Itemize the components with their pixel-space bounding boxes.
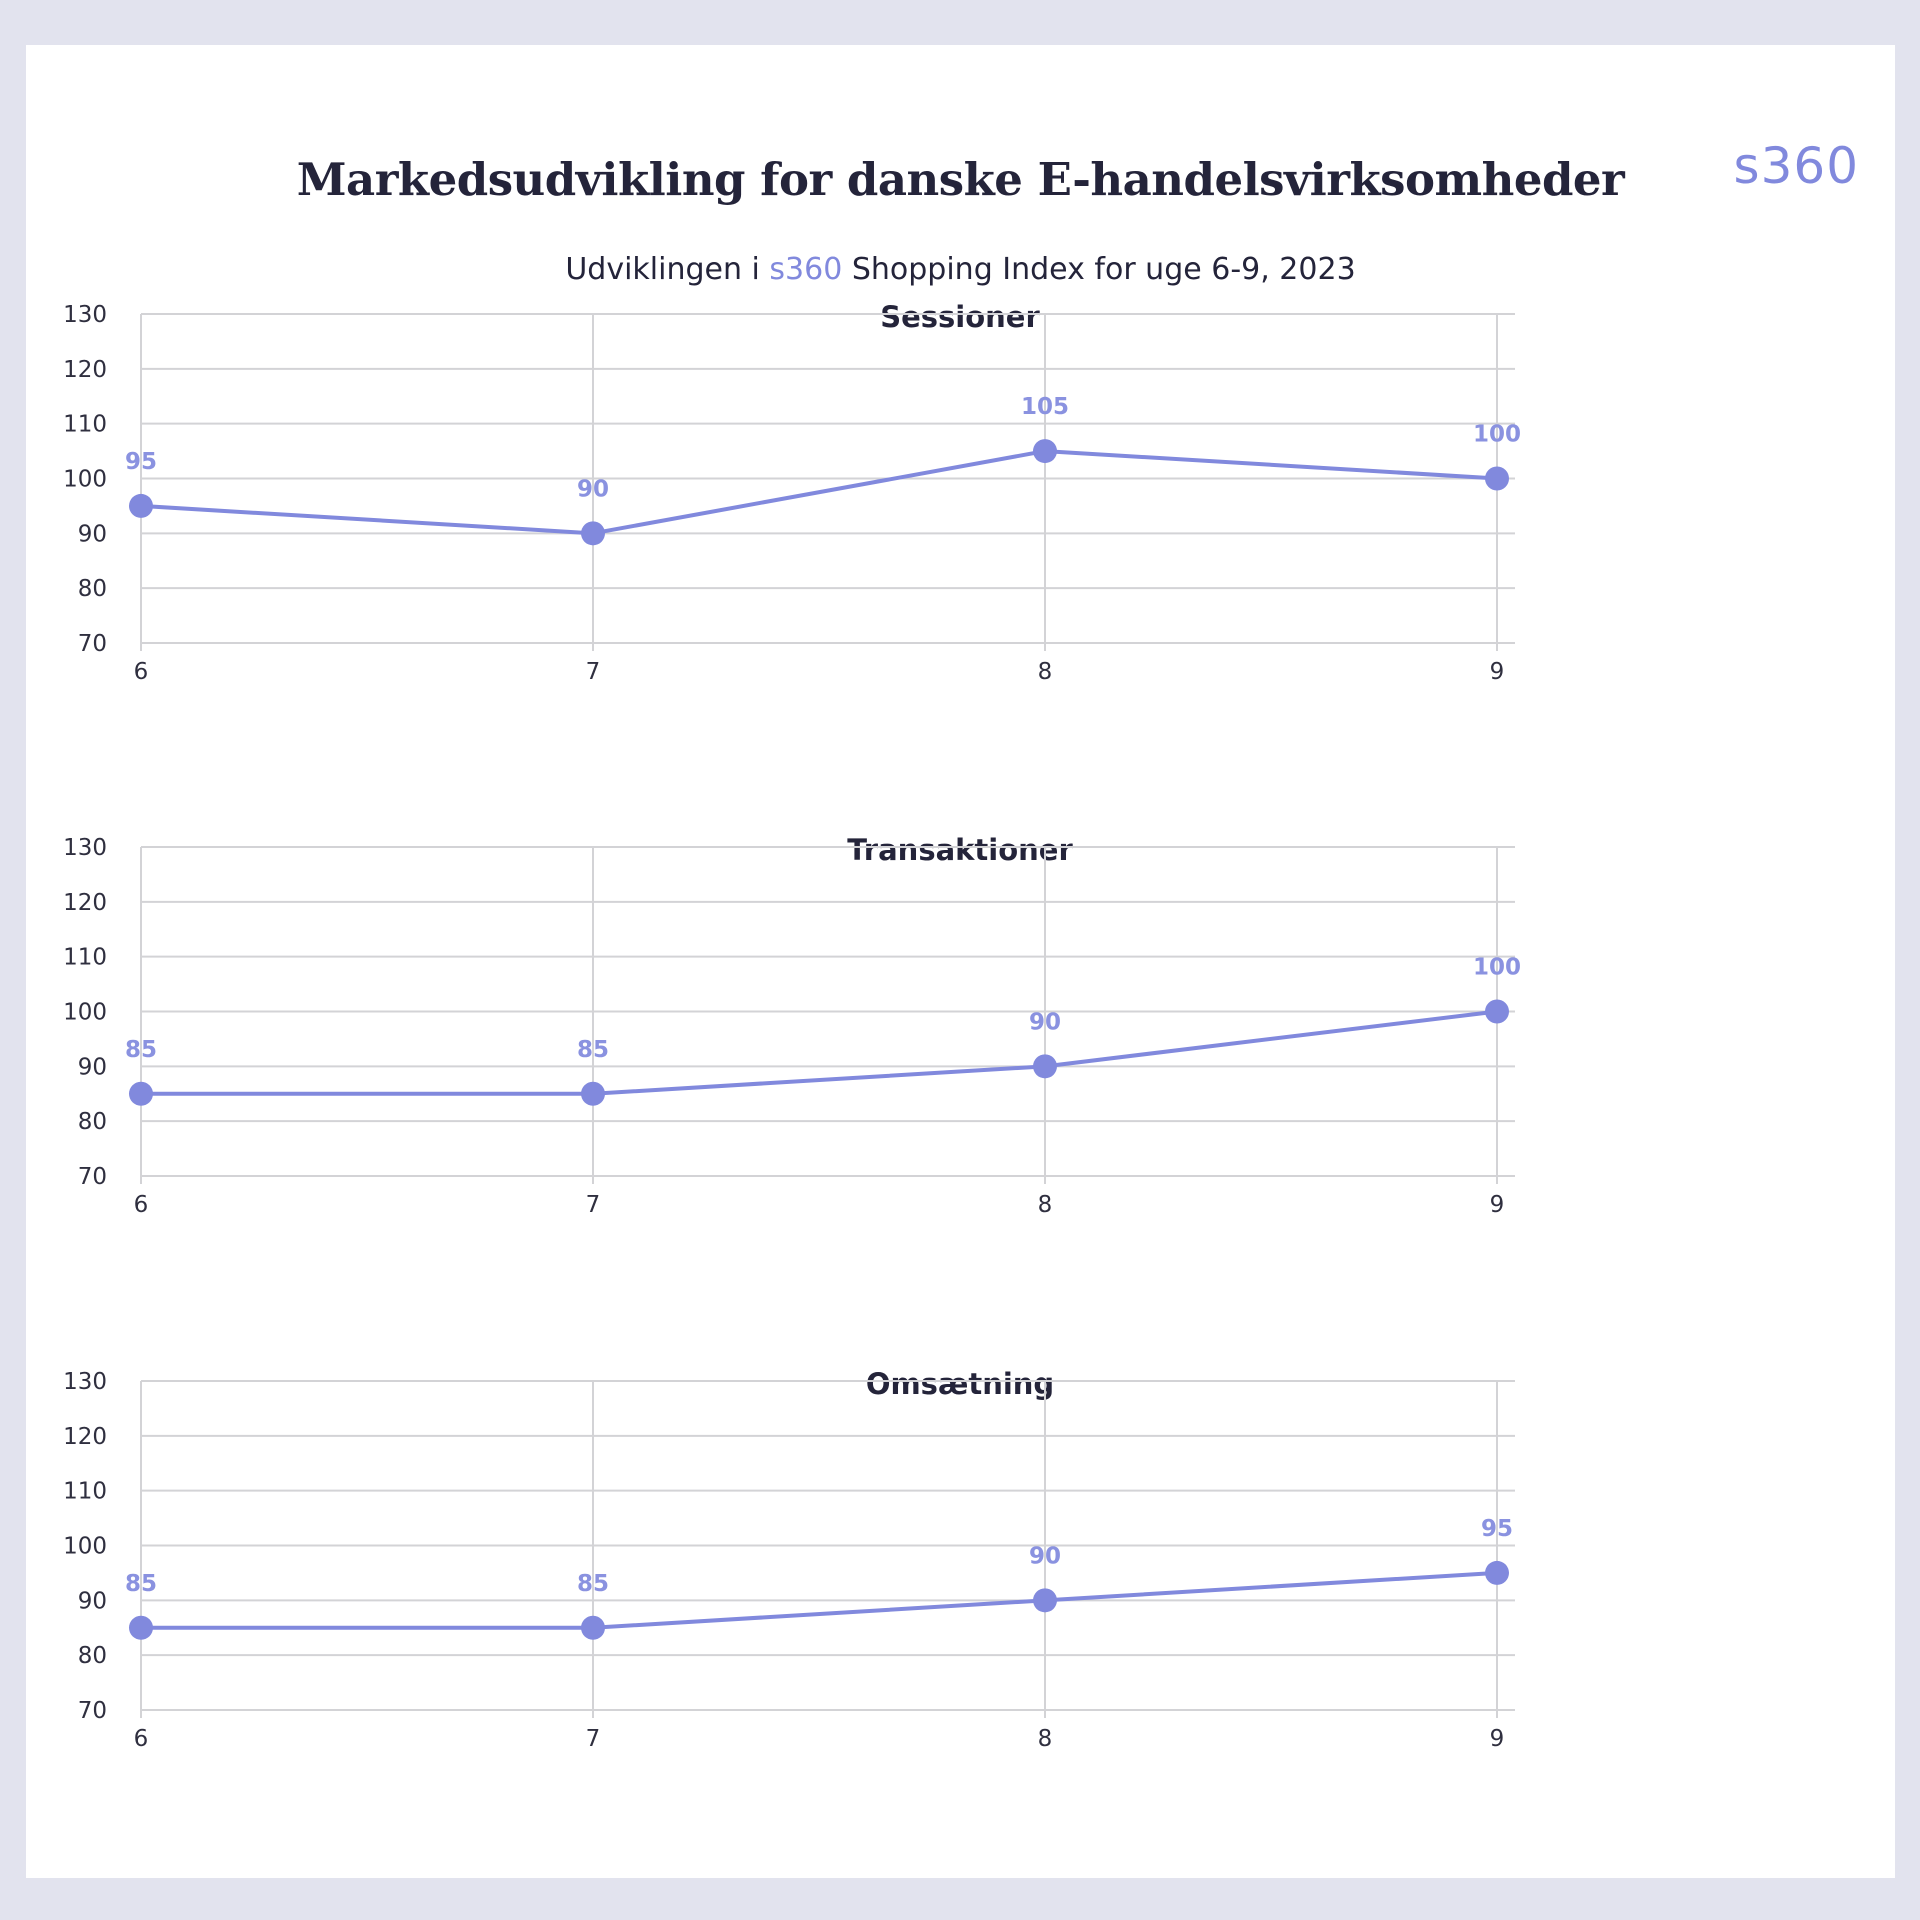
y-tick-label: 120 — [63, 1424, 107, 1450]
data-label: 85 — [125, 1037, 157, 1063]
data-label: 85 — [577, 1037, 609, 1063]
y-tick-label: 70 — [78, 631, 107, 657]
x-tick-label: 9 — [1490, 1726, 1505, 1752]
x-tick-label: 7 — [586, 1726, 601, 1752]
charts-svg: Sessioner 70 80 90 100 110 120 130 6 7 8 9 95 90 105 10… — [63, 300, 1521, 1752]
y-tick-label: 100 — [63, 1000, 107, 1026]
x-tick-label: 6 — [134, 1192, 149, 1218]
data-point — [129, 1615, 153, 1640]
data-point — [1485, 1560, 1509, 1585]
y-tick-label: 90 — [78, 1588, 107, 1614]
data-point — [1033, 1054, 1057, 1079]
page-subtitle: Udviklingen i s360 Shopping Index for ug… — [26, 252, 1895, 287]
panel-title: Transaktioner — [847, 833, 1073, 867]
x-tick-label: 9 — [1490, 1192, 1505, 1218]
y-tick-label: 110 — [63, 412, 107, 438]
data-point — [1485, 466, 1509, 491]
data-label: 90 — [1029, 1543, 1061, 1569]
subtitle-prefix: Udviklingen i — [565, 252, 770, 287]
y-tick-label: 90 — [78, 521, 107, 547]
x-tick-label: 8 — [1038, 1192, 1053, 1218]
y-tick-label: 120 — [63, 357, 107, 383]
data-label: 100 — [1473, 955, 1521, 981]
x-tick-label: 9 — [1490, 659, 1505, 685]
chart-panel-1: Transaktioner 70 80 90 100 110 120 130 6 7 8 9 85 85 9… — [63, 833, 1521, 1218]
chart-panel-0: Sessioner 70 80 90 100 110 120 130 6 7 8 9 95 90 105 10… — [63, 300, 1521, 685]
y-tick-label: 70 — [78, 1164, 107, 1190]
panel-title: Omsætning — [866, 1367, 1054, 1401]
data-point — [581, 1615, 605, 1640]
x-tick-label: 8 — [1038, 1726, 1053, 1752]
s360-logo: s360 — [1733, 137, 1859, 195]
data-point — [1033, 1588, 1057, 1613]
data-point — [1033, 439, 1057, 464]
x-tick-label: 8 — [1038, 659, 1053, 685]
data-point — [129, 1081, 153, 1106]
y-tick-label: 130 — [63, 835, 107, 861]
data-point — [1485, 999, 1509, 1024]
x-tick-label: 7 — [586, 659, 601, 685]
y-tick-label: 80 — [78, 1109, 107, 1135]
y-tick-label: 120 — [63, 890, 107, 916]
series-line — [141, 1570, 1498, 1630]
y-tick-label: 90 — [78, 1054, 107, 1080]
data-label: 100 — [1473, 422, 1521, 448]
y-tick-label: 100 — [63, 1534, 107, 1560]
data-label: 95 — [1481, 1516, 1513, 1542]
data-label: 105 — [1021, 394, 1069, 420]
subtitle-suffix: Shopping Index for uge 6-9, 2023 — [842, 252, 1356, 287]
subtitle-accent: s360 — [769, 252, 843, 287]
data-point — [581, 521, 605, 546]
chart-card: Markedsudvikling for danske E-handelsvir… — [26, 45, 1895, 1878]
y-tick-label: 80 — [78, 576, 107, 602]
y-tick-label: 130 — [63, 302, 107, 328]
x-tick-label: 6 — [134, 659, 149, 685]
y-tick-label: 130 — [63, 1369, 107, 1395]
y-tick-label: 70 — [78, 1698, 107, 1724]
series-line — [140, 449, 1498, 536]
y-tick-label: 80 — [78, 1643, 107, 1669]
panel-title: Sessioner — [880, 300, 1040, 334]
data-point — [129, 493, 153, 518]
data-label: 85 — [577, 1571, 609, 1597]
data-label: 85 — [125, 1571, 157, 1597]
data-label: 90 — [1029, 1009, 1061, 1035]
x-tick-label: 6 — [134, 1726, 149, 1752]
data-label: 90 — [577, 476, 609, 502]
chart-panel-2: Omsætning 70 80 90 100 110 120 130 6 7 8 9 85 85 90 95 — [63, 1367, 1515, 1752]
y-tick-label: 110 — [63, 945, 107, 971]
data-label: 95 — [125, 449, 157, 475]
y-tick-label: 100 — [63, 467, 107, 493]
page-title: Markedsudvikling for danske E-handelsvir… — [296, 153, 1625, 206]
y-tick-label: 110 — [63, 1479, 107, 1505]
x-tick-label: 7 — [586, 1192, 601, 1218]
series-line — [141, 1009, 1498, 1096]
data-point — [581, 1081, 605, 1106]
